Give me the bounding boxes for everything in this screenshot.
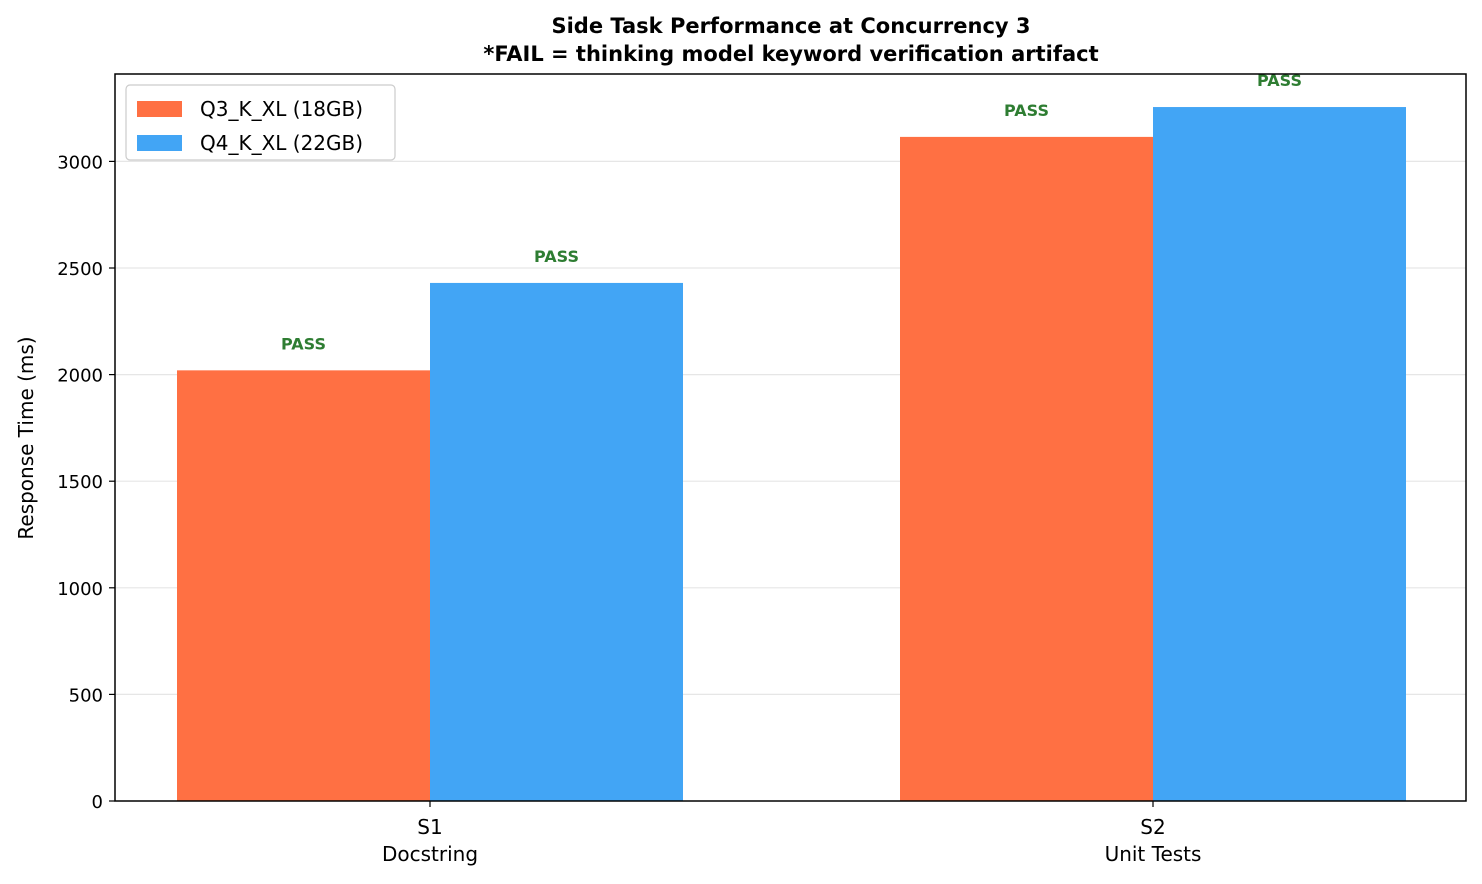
y-tick-label: 500: [69, 685, 103, 706]
legend-swatch: [137, 101, 182, 117]
y-tick-label: 1500: [57, 472, 103, 493]
legend: Q3_K_XL (18GB) Q4_K_XL (22GB): [125, 84, 396, 161]
bar-status-label: PASS: [534, 247, 579, 266]
x-tick-label-code: S1: [417, 815, 442, 839]
bar-status-label: PASS: [1257, 71, 1302, 90]
legend-label: Q3_K_XL (18GB): [200, 97, 363, 121]
y-tick-label: 3000: [57, 152, 103, 173]
x-tick-label-code: S2: [1140, 815, 1165, 839]
bar: [900, 136, 1153, 802]
bars: [177, 107, 1406, 802]
bar: [177, 370, 430, 801]
bar-status-label: PASS: [281, 334, 326, 353]
y-tick-label: 2000: [57, 366, 103, 387]
chart-title: Side Task Performance at Concurrency 3: [551, 14, 1030, 38]
chart-subtitle: *FAIL = thinking model keyword verificat…: [483, 42, 1098, 66]
y-axis-label: Response Time (ms): [14, 336, 38, 539]
bar: [430, 282, 683, 801]
bar-status-label: PASS: [1004, 101, 1049, 120]
bar-labels: PASS PASS PASS PASS: [281, 71, 1302, 353]
axes: 0 500 1000 1500 2000 2500 3000 S1 Docstring S2 Uni…: [57, 73, 1467, 866]
x-tick-label-name: Docstring: [382, 842, 478, 866]
legend-box: [125, 84, 396, 161]
y-tick-label: 0: [92, 792, 103, 813]
bar: [1153, 107, 1406, 801]
y-tick-label: 1000: [57, 579, 103, 600]
legend-swatch: [137, 135, 182, 151]
plot-frame: [114, 73, 1467, 802]
x-tick-label-name: Unit Tests: [1105, 842, 1202, 866]
y-tick-label: 2500: [57, 259, 103, 280]
legend-label: Q4_K_XL (22GB): [200, 131, 363, 155]
